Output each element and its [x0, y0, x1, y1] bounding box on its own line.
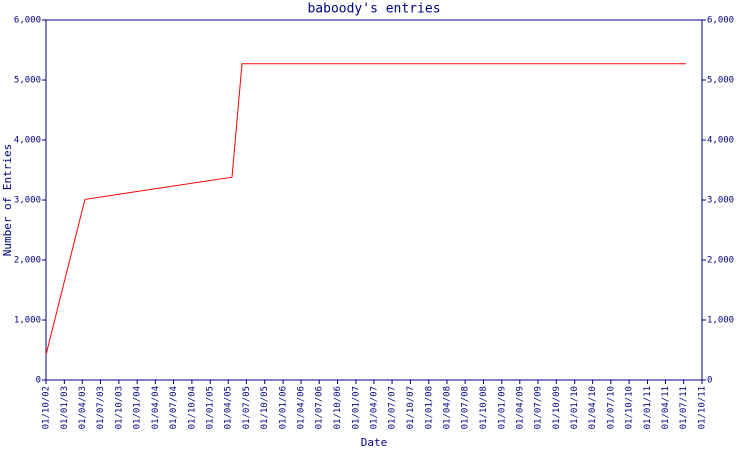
- x-tick-label: 01/01/10: [570, 386, 580, 429]
- y2-tick-label: 1,000: [707, 316, 734, 326]
- y2-tick-label: 6,000: [707, 16, 734, 26]
- x-tick-label: 01/04/04: [151, 386, 161, 429]
- x-tick-label: 01/01/05: [206, 386, 216, 429]
- y2-tick-label: 3,000: [707, 196, 734, 206]
- x-tick-label: 01/10/03: [114, 386, 124, 429]
- y-tick-label: 6,000: [14, 16, 41, 26]
- x-tick-label: 01/10/10: [625, 386, 635, 429]
- x-tick-label: 01/10/06: [333, 386, 343, 429]
- y-tick-label: 4,000: [14, 136, 41, 146]
- x-tick-label: 01/01/03: [60, 386, 70, 429]
- x-tick-label: 01/01/09: [497, 386, 507, 429]
- x-tick-label: 01/04/05: [224, 386, 234, 429]
- x-tick-label: 01/07/11: [679, 386, 689, 429]
- x-tick-label: 01/10/02: [42, 386, 52, 429]
- x-tick-label: 01/07/03: [96, 386, 106, 429]
- data-line: [45, 63, 686, 355]
- x-tick-label: 01/01/06: [279, 386, 289, 429]
- x-tick-label: 01/07/08: [461, 386, 471, 429]
- y-axis-label: Number of Entries: [1, 144, 14, 257]
- x-tick-label: 01/07/06: [315, 386, 325, 429]
- x-tick-label: 01/10/04: [187, 386, 197, 429]
- x-tick-label: 01/04/10: [588, 386, 598, 429]
- x-tick-label: 01/01/11: [643, 386, 653, 429]
- chart-title: baboody's entries: [307, 2, 440, 17]
- x-tick-label: 01/07/07: [388, 386, 398, 429]
- x-tick-label: 01/07/04: [169, 386, 179, 429]
- y-tick-label: 0: [36, 376, 41, 386]
- y-tick-label: 1,000: [14, 316, 41, 326]
- y2-tick-label: 2,000: [707, 256, 734, 266]
- y-tick-label: 5,000: [14, 76, 41, 86]
- x-tick-label: 01/04/09: [515, 386, 525, 429]
- x-tick-label: 01/10/11: [698, 386, 708, 429]
- x-tick-label: 01/04/06: [297, 386, 307, 429]
- x-tick-label: 01/01/04: [133, 386, 143, 429]
- y-tick-label: 2,000: [14, 256, 41, 266]
- x-tick-label: 01/10/08: [479, 386, 489, 429]
- x-tick-label: 01/04/08: [442, 386, 452, 429]
- x-tick-label: 01/07/09: [533, 386, 543, 429]
- x-tick-label: 01/07/10: [606, 386, 616, 429]
- y2-tick-label: 4,000: [707, 136, 734, 146]
- x-tick-label: 01/04/07: [369, 386, 379, 429]
- x-tick-label: 01/10/09: [552, 386, 562, 429]
- x-axis-label: Date: [361, 436, 388, 449]
- x-tick-label: 01/01/08: [424, 386, 434, 429]
- x-tick-label: 01/04/03: [78, 386, 88, 429]
- x-tick-label: 01/10/05: [260, 386, 270, 429]
- y2-tick-label: 5,000: [707, 76, 734, 86]
- plot-frame: [45, 19, 703, 381]
- y-tick-label: 3,000: [14, 196, 41, 206]
- y2-tick-label: 0: [707, 376, 712, 386]
- x-tick-label: 01/10/07: [406, 386, 416, 429]
- x-tick-label: 01/07/05: [242, 386, 252, 429]
- x-tick-label: 01/01/07: [351, 386, 361, 429]
- x-tick-label: 01/04/11: [661, 386, 671, 429]
